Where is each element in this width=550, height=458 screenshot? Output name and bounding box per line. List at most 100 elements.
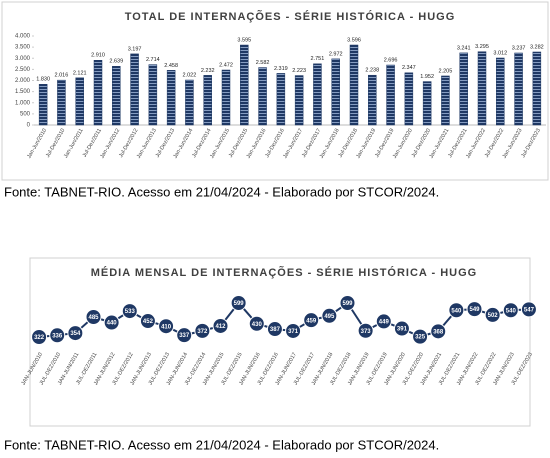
- chart-title: MÉDIA MENSAL DE INTERNAÇÕES - SÉRIE HIST…: [91, 266, 478, 279]
- value-label: 495: [324, 314, 335, 320]
- bar: [368, 74, 377, 126]
- chart-title: TOTAL DE INTERNAÇÕES - SÉRIE HISTÓRICA -…: [125, 10, 456, 23]
- y-tick-label: 1.500: [15, 89, 31, 95]
- bar: [38, 84, 48, 126]
- marker: [67, 325, 84, 342]
- value-label: 2.910: [91, 53, 105, 59]
- y-tick-label: 4.000: [15, 34, 31, 40]
- bar: [477, 51, 487, 126]
- marker: [393, 320, 410, 337]
- value-label: 2.696: [384, 57, 398, 63]
- bar: [514, 52, 523, 126]
- bar: [349, 44, 359, 126]
- marker: [49, 327, 66, 344]
- bar: [148, 64, 158, 126]
- value-label: 547: [524, 307, 535, 313]
- bar: [404, 72, 414, 126]
- marker: [448, 302, 465, 319]
- value-label: 2.205: [439, 68, 453, 74]
- value-label: 325: [415, 335, 426, 341]
- chart-frame: [29, 257, 531, 427]
- bar: [57, 79, 66, 126]
- bar: [130, 53, 139, 126]
- value-label: 2.714: [146, 57, 160, 63]
- value-label: 2.751: [311, 56, 325, 62]
- value-label: 430: [252, 322, 263, 328]
- marker: [266, 321, 283, 338]
- value-label: 354: [70, 331, 81, 337]
- value-label: 2.472: [219, 62, 233, 68]
- value-label: 3.237: [512, 45, 526, 51]
- bar: [532, 51, 542, 126]
- marker: [412, 328, 429, 345]
- marker: [520, 301, 537, 318]
- value-label: 2.639: [109, 59, 123, 65]
- value-label: 2.458: [164, 63, 178, 69]
- value-label: 336: [52, 333, 63, 339]
- marker: [31, 329, 48, 345]
- value-label: 599: [234, 301, 245, 307]
- value-label: 2.319: [274, 66, 288, 72]
- bar: [93, 60, 103, 126]
- value-label: 2.232: [201, 68, 215, 74]
- marker: [321, 307, 338, 324]
- x-tick-label: Jul-Dez/2023: [520, 128, 541, 159]
- value-label: 368: [433, 329, 444, 335]
- value-label: 3.595: [237, 37, 251, 43]
- value-label: 485: [88, 315, 99, 321]
- value-label: 533: [125, 309, 136, 315]
- bar: [203, 75, 212, 126]
- bar: [166, 70, 176, 126]
- value-label: 540: [451, 308, 462, 314]
- marker: [466, 301, 483, 318]
- marker: [484, 306, 501, 323]
- bar: [258, 67, 267, 126]
- value-label: 2.972: [329, 51, 343, 57]
- bar: [422, 81, 432, 126]
- value-label: 412: [215, 324, 226, 330]
- value-label: 2.016: [55, 73, 69, 79]
- marker: [248, 315, 265, 332]
- bar: [112, 66, 121, 126]
- value-label: 372: [197, 329, 208, 335]
- marker: [230, 295, 247, 311]
- value-label: 2.347: [402, 65, 416, 71]
- value-label: 2.022: [183, 72, 197, 78]
- marker: [375, 313, 392, 330]
- bar: [313, 63, 322, 126]
- value-label: 2.121: [73, 70, 87, 76]
- marker: [502, 302, 519, 319]
- bar: [276, 73, 286, 126]
- marker: [430, 323, 447, 340]
- value-label: 387: [270, 327, 281, 333]
- value-label: 452: [143, 319, 154, 325]
- bar: [294, 75, 304, 126]
- value-label: 440: [107, 321, 118, 327]
- y-tick-label: 1.000: [15, 100, 31, 106]
- value-label: 540: [506, 308, 517, 314]
- value-label: 3.282: [530, 44, 544, 50]
- marker: [158, 318, 175, 335]
- bar: [459, 52, 468, 126]
- value-label: 1.830: [36, 77, 50, 83]
- bar: [240, 44, 249, 126]
- value-label: 337: [179, 333, 190, 339]
- chart-frame: [1, 1, 549, 181]
- marker: [85, 308, 102, 325]
- bar: [496, 57, 505, 126]
- value-label: 391: [397, 327, 408, 333]
- y-tick-label: 0: [27, 123, 31, 129]
- value-label: 373: [361, 329, 372, 335]
- bar: [441, 75, 450, 126]
- value-label: 3.012: [493, 50, 507, 56]
- value-label: 2.582: [256, 60, 270, 66]
- marker: [212, 317, 229, 334]
- value-label: 449: [379, 319, 390, 325]
- y-tick-label: 3.500: [15, 45, 31, 51]
- x-tick-label: Jul-Dez/2011: [82, 128, 103, 159]
- value-label: 410: [161, 324, 172, 330]
- y-tick-label: 3.000: [15, 56, 31, 62]
- marker: [103, 314, 120, 331]
- value-label: 599: [342, 301, 353, 307]
